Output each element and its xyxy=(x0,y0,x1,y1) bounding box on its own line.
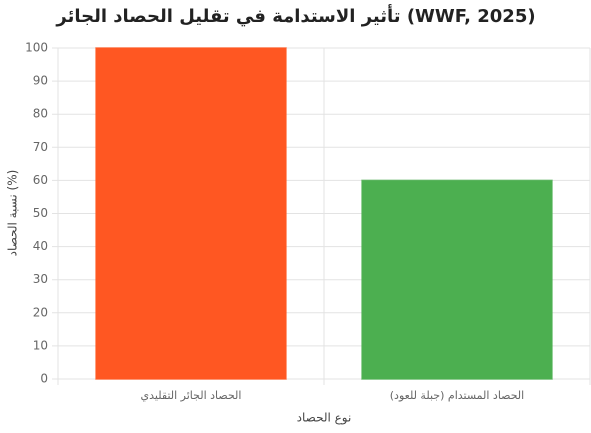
y-tick-label: 10 xyxy=(33,338,48,352)
y-tick-label: 90 xyxy=(33,74,48,88)
y-axis-label: نسبة الحصاد (%) xyxy=(6,170,20,257)
chart-title: تأثير الاستدامة في تقليل الحصاد الجائر (… xyxy=(55,4,535,27)
x-tick-label: الحصاد الجائر التقليدي xyxy=(141,389,242,402)
y-tick-label: 20 xyxy=(33,305,48,319)
y-tick-label: 40 xyxy=(33,239,48,253)
x-tick-label: الحصاد المستدام (جبلة للعود) xyxy=(390,389,524,402)
y-tick-label: 100 xyxy=(25,41,48,55)
bar xyxy=(95,47,287,380)
y-tick-label: 60 xyxy=(33,173,48,187)
y-tick-label: 0 xyxy=(40,372,48,386)
bar xyxy=(361,179,553,380)
y-tick-label: 80 xyxy=(33,107,48,121)
y-tick-label: 30 xyxy=(33,272,48,286)
y-tick-label: 70 xyxy=(33,140,48,154)
y-tick-label: 50 xyxy=(33,206,48,220)
x-axis-label: نوع الحصاد xyxy=(297,411,352,426)
